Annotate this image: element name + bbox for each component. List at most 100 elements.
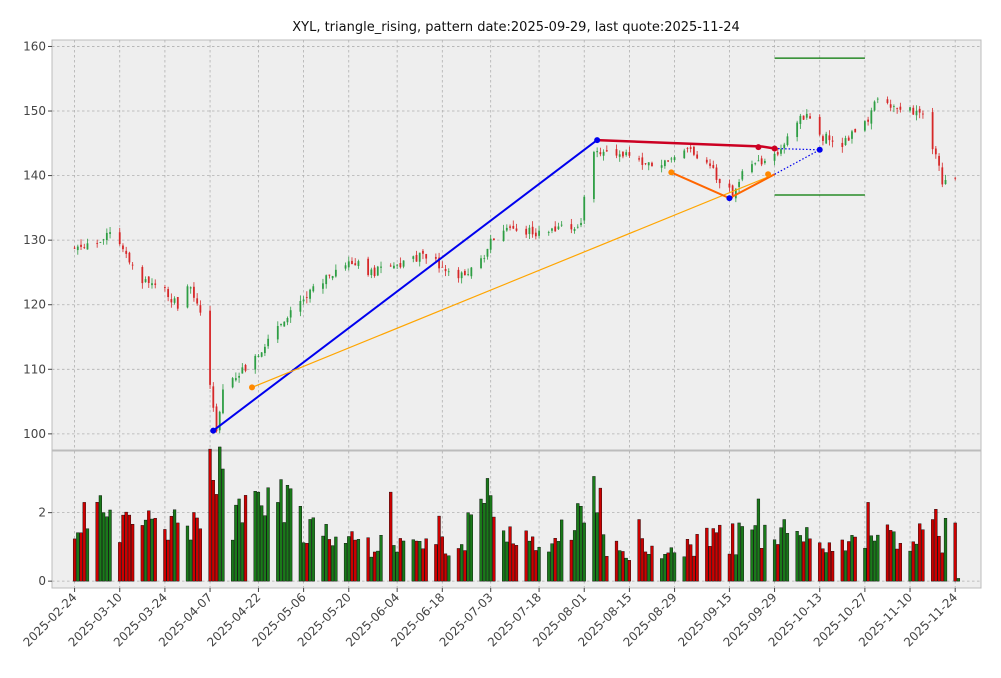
- candle-body: [347, 261, 350, 268]
- volume-bar: [637, 519, 641, 582]
- candle-body: [289, 310, 292, 318]
- candle-body: [512, 225, 515, 229]
- candle-body: [434, 256, 437, 259]
- volume-bar: [514, 545, 519, 582]
- candle-body: [457, 269, 460, 279]
- candle-body: [863, 121, 866, 131]
- candle-body: [354, 263, 357, 266]
- volume-bar: [482, 503, 486, 582]
- candle-body: [660, 165, 663, 168]
- volume-bar: [843, 550, 848, 582]
- candle-body: [786, 136, 789, 145]
- candle-body: [912, 107, 915, 115]
- candle-body: [922, 113, 924, 115]
- candle-body: [712, 165, 715, 168]
- candle-body: [718, 178, 721, 184]
- volume-bar: [624, 557, 628, 582]
- candle-body: [831, 140, 834, 142]
- volume-bar: [221, 468, 225, 582]
- pattern-marker: [816, 146, 823, 153]
- candle-body: [480, 258, 482, 269]
- candle-body: [525, 228, 528, 235]
- candle-body: [873, 101, 876, 111]
- volume-bar: [866, 502, 870, 582]
- candle-body: [605, 150, 608, 152]
- volume-bar: [140, 525, 144, 582]
- candle-body: [376, 266, 379, 276]
- candle-body: [280, 323, 282, 326]
- volume-bar: [501, 530, 506, 582]
- candle-body: [173, 298, 176, 303]
- volume-bar: [443, 553, 448, 582]
- volume-bar: [937, 535, 941, 582]
- volume-bar: [772, 539, 777, 582]
- candle-body: [299, 300, 302, 312]
- volume-bar: [956, 578, 961, 582]
- volume-bar: [150, 518, 154, 582]
- price-y-tick-label: 160: [23, 39, 46, 53]
- candle-body: [447, 271, 450, 273]
- volume-bar: [853, 536, 857, 582]
- volume-bar: [785, 533, 790, 582]
- volume-bar: [195, 517, 199, 582]
- candle-body: [809, 116, 811, 119]
- candle-body: [263, 346, 266, 354]
- candle-body: [802, 115, 805, 120]
- candle-body: [73, 247, 76, 249]
- candle-body: [438, 257, 440, 269]
- volume-bar: [447, 555, 451, 582]
- volume-bar: [782, 519, 786, 582]
- candle-body: [412, 256, 415, 259]
- volume-bar: [485, 478, 490, 582]
- candle-body: [683, 150, 686, 159]
- volume-bar: [908, 550, 912, 582]
- candle-body: [122, 245, 124, 250]
- candle-body: [915, 110, 918, 116]
- volume-bar: [276, 502, 280, 582]
- volume-bar: [121, 514, 125, 582]
- volume-bar: [231, 539, 235, 582]
- volume-y-tick-label: 2: [38, 506, 46, 520]
- volume-bar: [737, 522, 741, 582]
- candle-body: [325, 275, 328, 285]
- candle-body: [893, 106, 895, 108]
- candle-body: [799, 115, 802, 124]
- volume-bar: [805, 527, 809, 582]
- volume-bar: [876, 534, 880, 582]
- candle-body: [638, 158, 640, 160]
- volume-bar: [595, 512, 599, 582]
- candle-body: [309, 289, 311, 299]
- volume-bar: [666, 552, 670, 582]
- candle-body: [141, 267, 144, 284]
- volume-bar: [682, 556, 686, 582]
- candle-body: [486, 248, 489, 257]
- volume-bar: [334, 536, 338, 582]
- candle-body: [312, 286, 315, 292]
- volume-bar: [640, 538, 644, 582]
- volume-bar: [305, 543, 309, 582]
- candle-body: [163, 287, 166, 288]
- candle-body: [502, 230, 505, 242]
- candle-body: [583, 196, 586, 221]
- volume-bar: [727, 553, 731, 582]
- candle-body: [351, 260, 353, 265]
- candle-body: [757, 160, 760, 162]
- candle-body: [444, 269, 447, 272]
- candle-body: [851, 131, 853, 139]
- volume-bar: [779, 527, 783, 582]
- candle-body: [83, 247, 86, 249]
- volume-bar: [660, 558, 664, 582]
- candle-body: [283, 321, 286, 327]
- volume-bar: [505, 541, 509, 582]
- volume-bar: [821, 548, 825, 582]
- volume-bar: [895, 548, 899, 582]
- candle-body: [844, 138, 847, 145]
- volume-bar: [418, 541, 422, 582]
- volume-bar: [921, 529, 925, 582]
- volume-bar: [379, 535, 383, 582]
- candle-body: [783, 144, 786, 149]
- volume-bar: [105, 516, 109, 582]
- volume-bar: [776, 544, 780, 582]
- candle-body: [344, 265, 347, 269]
- volume-bar: [466, 512, 470, 582]
